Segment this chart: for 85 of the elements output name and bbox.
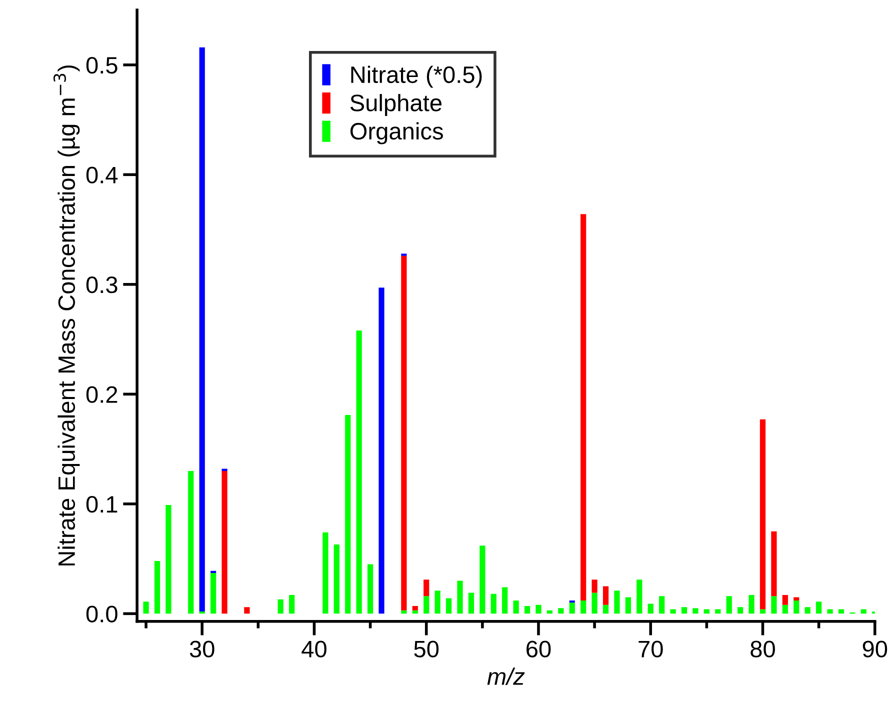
- bar: [569, 602, 575, 614]
- bar: [278, 599, 284, 614]
- bar: [580, 600, 586, 614]
- bar: [602, 604, 609, 614]
- x-tick-label: 70: [638, 640, 663, 658]
- bar: [738, 607, 744, 614]
- bar: [602, 586, 609, 605]
- x-tick-label: 60: [526, 640, 551, 658]
- bar: [210, 573, 216, 614]
- bar: [143, 602, 149, 614]
- bar: [513, 600, 519, 614]
- bar: [794, 597, 800, 600]
- bar: [860, 609, 866, 614]
- bar: [592, 592, 598, 614]
- bar: [536, 604, 542, 614]
- bar: [210, 570, 216, 574]
- y-tick-label: 0.3: [86, 276, 118, 294]
- bar: [625, 597, 631, 614]
- x-tick-label: 80: [750, 640, 775, 658]
- bar: [166, 504, 172, 614]
- bar: [154, 560, 160, 614]
- y-tick-label: 0.0: [86, 606, 118, 622]
- bar: [434, 590, 440, 614]
- x-tick-label: 40: [302, 640, 326, 658]
- bar: [345, 415, 351, 614]
- bar: [636, 580, 642, 614]
- bar: [782, 604, 788, 614]
- bar: [244, 607, 250, 614]
- y-axis-title: Nitrate Equivalent Mass Concentration (µg m$^{−3}$): [53, 65, 80, 566]
- bar: [794, 600, 800, 614]
- bar: [446, 598, 452, 614]
- bar: [614, 590, 620, 614]
- bar: [748, 594, 754, 614]
- bar: [782, 594, 788, 605]
- bar: [356, 330, 362, 614]
- bar: [199, 611, 205, 614]
- bar: [558, 608, 564, 614]
- bar: [401, 256, 407, 610]
- y-tick-label: 0.5: [86, 56, 118, 74]
- bar: [771, 596, 777, 614]
- bar: [827, 609, 833, 614]
- bar: [188, 470, 194, 614]
- bar: [692, 608, 698, 614]
- bar: [412, 606, 418, 610]
- x-tick-label: 30: [190, 640, 214, 658]
- bar: [334, 544, 340, 614]
- bar: [659, 596, 665, 614]
- bar: [480, 546, 486, 614]
- x-axis-title: m/z: [487, 668, 525, 685]
- bar: [580, 214, 586, 600]
- bar: [704, 609, 710, 614]
- bar: [804, 607, 810, 614]
- legend-label: Sulphate: [350, 94, 442, 116]
- bar: [816, 602, 822, 614]
- bar: [524, 606, 530, 614]
- legend-label: Organics: [350, 122, 443, 144]
- bar: [288, 594, 295, 614]
- bar: [378, 288, 384, 614]
- bar: [592, 580, 598, 593]
- bar: [670, 609, 676, 614]
- bar: [838, 609, 844, 614]
- bar: [457, 580, 463, 614]
- bar: [490, 594, 496, 614]
- bar: [726, 596, 732, 614]
- y-tick-label: 0.2: [86, 386, 118, 403]
- bar: [367, 564, 374, 614]
- bar: [502, 587, 508, 614]
- bar: [771, 531, 777, 596]
- bar: [322, 532, 328, 614]
- bar: [715, 609, 721, 614]
- legend-label: Nitrate (*0.5): [351, 66, 482, 88]
- bar: [222, 470, 228, 614]
- bar: [199, 47, 205, 612]
- bar: [424, 596, 430, 614]
- bar: [681, 607, 688, 614]
- bar: [760, 419, 766, 610]
- bar: [760, 609, 766, 614]
- bar: [569, 600, 575, 603]
- x-tick-label: 90: [862, 640, 888, 658]
- bar: [468, 592, 474, 614]
- x-tick-label: 50: [414, 640, 439, 658]
- bar: [424, 580, 430, 596]
- bar: [648, 604, 654, 614]
- y-tick-label: 0.1: [86, 496, 118, 513]
- y-tick-label: 0.4: [86, 166, 118, 184]
